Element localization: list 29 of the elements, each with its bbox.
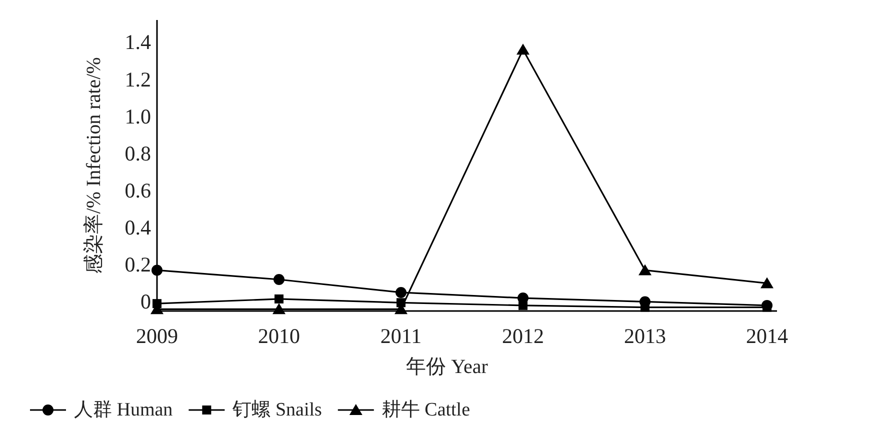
x-tick-label: 2011 [380,324,422,348]
point [516,44,530,55]
y-tick-label: 1.2 [124,67,151,92]
x-tick-label: 2014 [746,324,788,348]
legend-label: 钉螺 Snails [232,400,322,420]
point [152,299,162,308]
x-tick-label: 2013 [624,324,666,348]
y-axis-title: 感染率/% Infection rate/% [83,57,105,274]
y-tick-label: 1.4 [124,30,152,54]
x-axis-title: 年份 Year [406,356,488,378]
y-tick-label: 0.2 [124,252,151,277]
point [396,286,406,298]
point [396,298,406,308]
point [272,303,286,314]
y-tick-label: 0.4 [124,216,152,240]
point [760,277,774,288]
legend-label: 人群 Human [74,400,174,420]
point [274,294,284,304]
y-tick-label: 0 [140,290,151,314]
x-tick-label: 2009 [136,324,178,348]
legend-label: 耕牛 Cattle [382,400,470,420]
x-tick-label: 2012 [502,324,544,348]
y-tick-label: 0.8 [124,141,151,166]
x-tick-label: 2010 [258,324,300,348]
point [638,264,652,276]
point [274,274,284,285]
y-tick-label: 1.0 [124,104,151,128]
y-tick-label: 0.6 [124,178,151,203]
point [152,264,162,276]
